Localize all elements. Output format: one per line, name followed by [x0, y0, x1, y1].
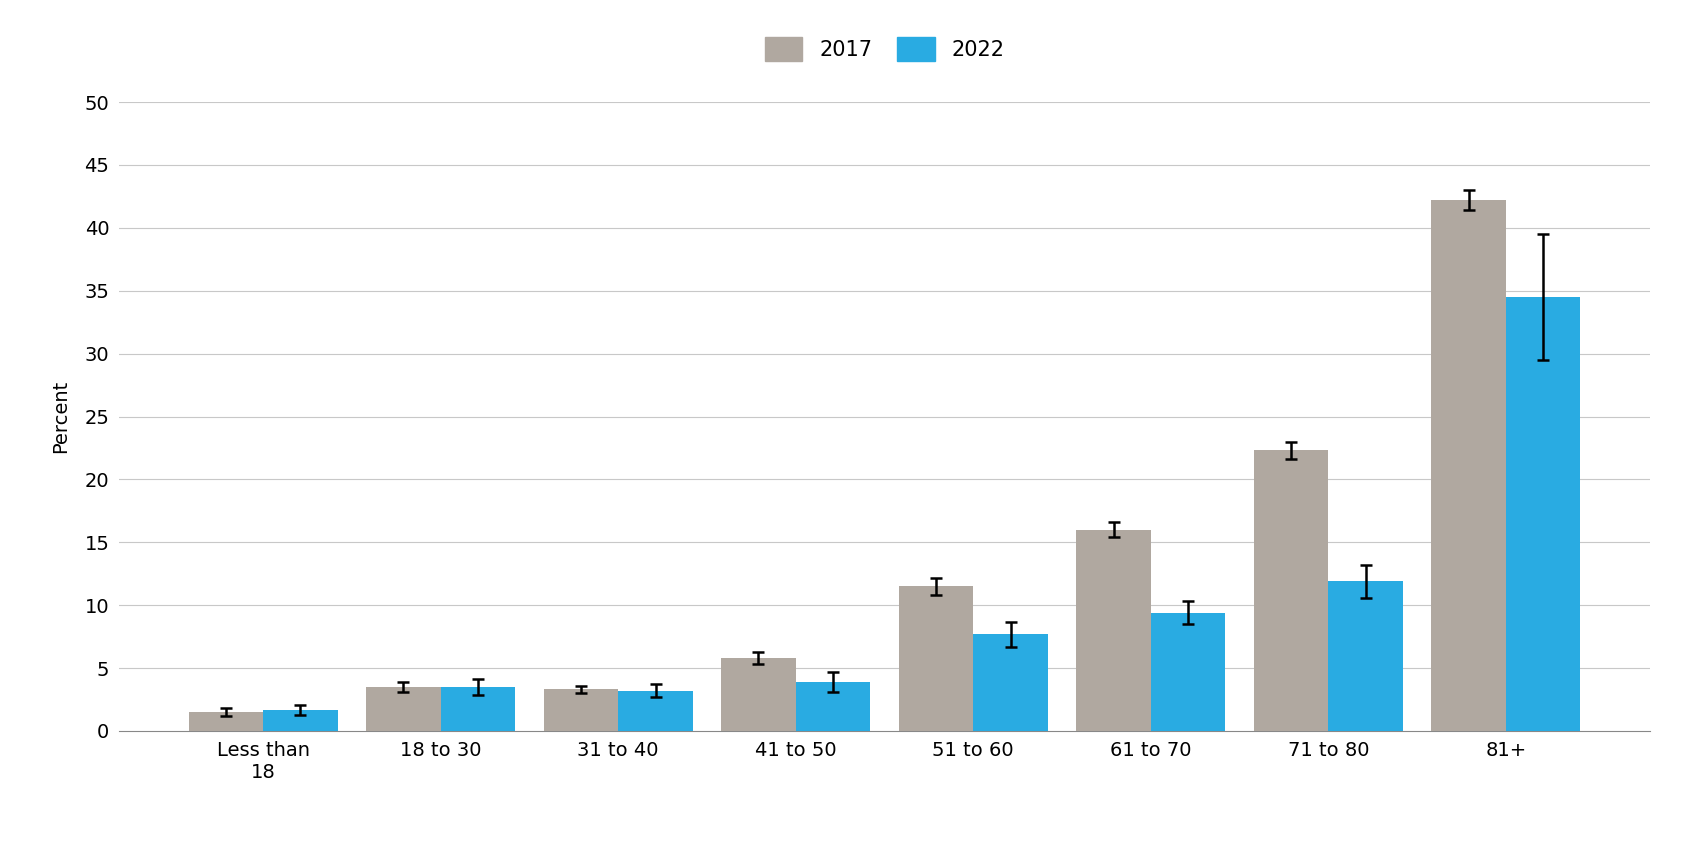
Bar: [796, 682, 871, 731]
Bar: [898, 586, 973, 731]
Y-axis label: Percent: Percent: [51, 380, 70, 453]
Bar: [189, 712, 264, 731]
Bar: [617, 691, 692, 731]
Bar: [1328, 581, 1403, 731]
Bar: [1254, 450, 1328, 731]
Bar: [1152, 613, 1225, 731]
Bar: [544, 689, 617, 731]
Bar: [1431, 200, 1505, 731]
Bar: [264, 710, 338, 731]
Legend: 2017, 2022: 2017, 2022: [765, 37, 1004, 61]
Bar: [973, 634, 1048, 731]
Bar: [1077, 530, 1152, 731]
Bar: [1505, 297, 1580, 731]
Bar: [441, 687, 515, 731]
Bar: [366, 687, 441, 731]
Bar: [721, 658, 796, 731]
